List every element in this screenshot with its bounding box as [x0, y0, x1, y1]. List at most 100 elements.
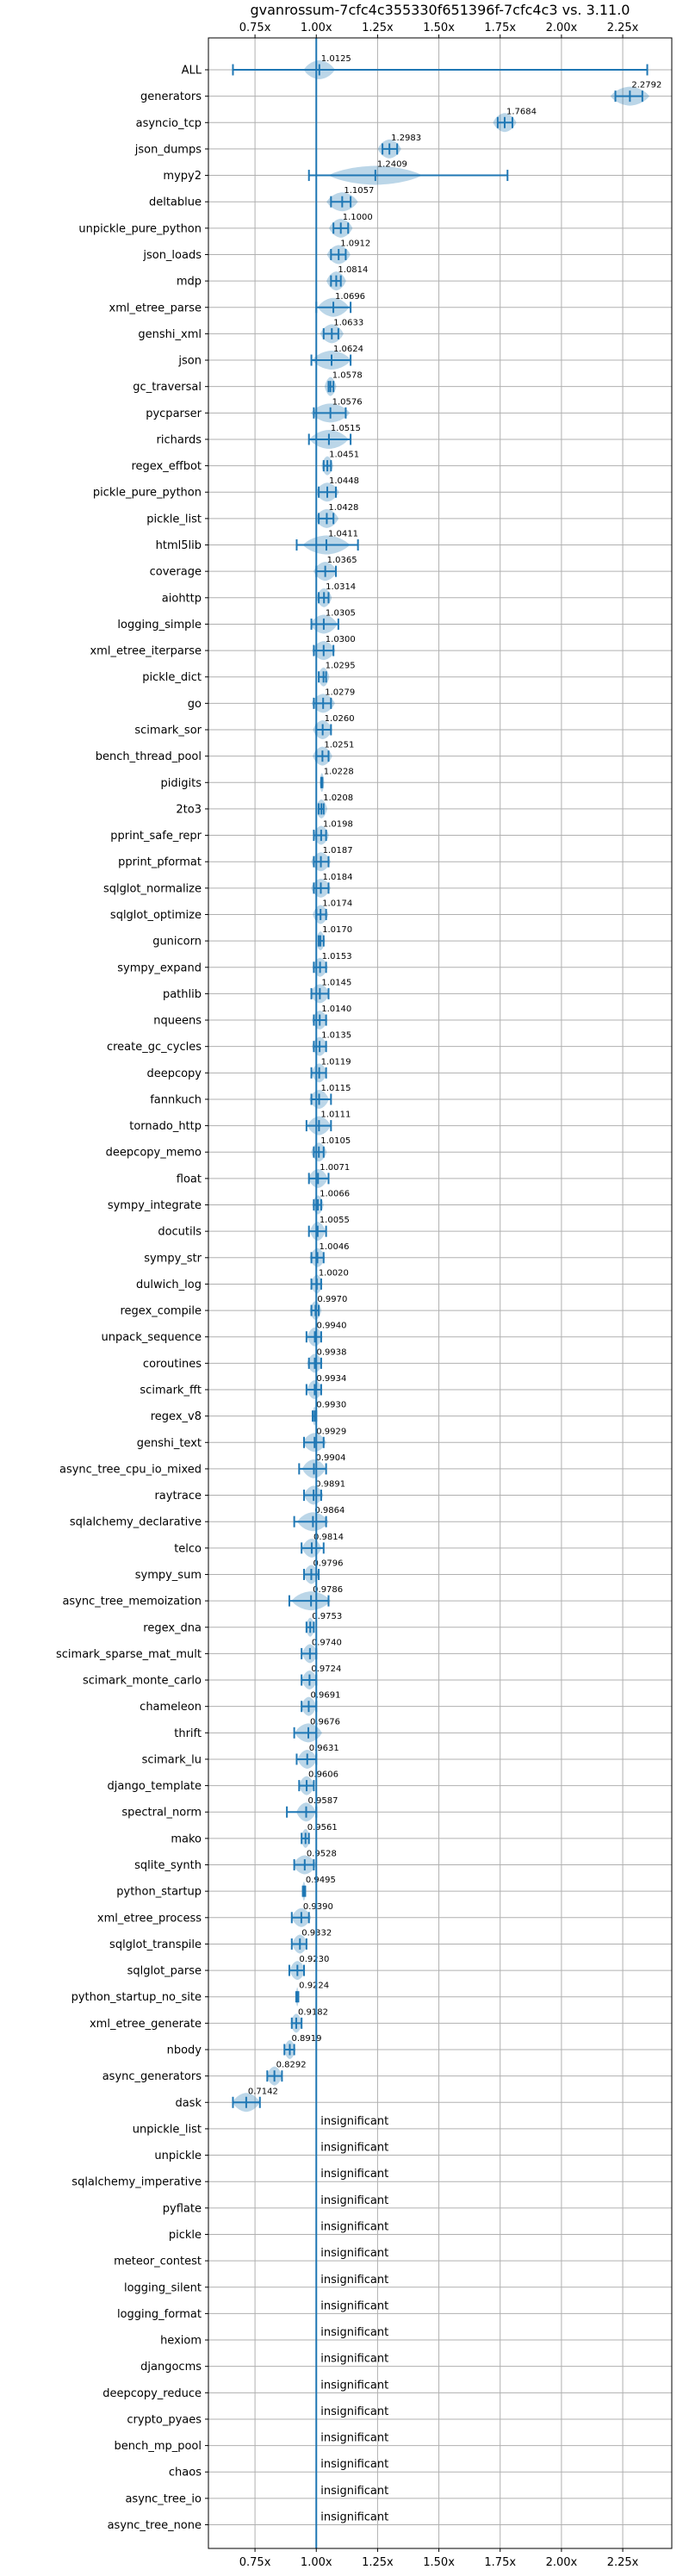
- y-tick-label: gc_traversal: [133, 381, 202, 394]
- y-tick-label: pickle: [169, 2229, 202, 2242]
- value-label: 1.0174: [322, 899, 352, 908]
- y-tick-label: bench_thread_pool: [96, 750, 202, 763]
- y-tick-label: regex_compile: [120, 1305, 202, 1318]
- value-label: 1.0105: [320, 1136, 351, 1146]
- y-tick-label: json_dumps: [134, 143, 202, 156]
- y-tick-label: create_gc_cycles: [107, 1041, 202, 1054]
- y-tick-label: fannkuch: [150, 1093, 202, 1106]
- y-tick-label: deltablue: [149, 196, 202, 209]
- value-label: 0.9938: [316, 1347, 346, 1357]
- insignificant-label: insignificant: [320, 2194, 388, 2207]
- value-label: 0.7142: [248, 2087, 278, 2096]
- value-label: 1.0071: [320, 1163, 350, 1173]
- y-tick-label: sqlalchemy_declarative: [70, 1516, 202, 1529]
- x-tick-label-top: 1.75x: [484, 22, 516, 34]
- value-label: 0.9814: [313, 1533, 344, 1542]
- insignificant-label: insignificant: [320, 2379, 388, 2392]
- insignificant-label: insignificant: [320, 2220, 388, 2233]
- y-tick-label: pidigits: [161, 777, 202, 790]
- value-label: 1.0633: [333, 318, 363, 327]
- y-tick-label: mypy2: [163, 170, 202, 183]
- y-tick-label: chameleon: [140, 1701, 202, 1714]
- value-label: 1.0515: [331, 424, 361, 433]
- x-tick-label-bottom: 1.25x: [362, 2556, 394, 2569]
- value-label: 0.8919: [291, 2034, 321, 2044]
- value-label: 0.9940: [317, 1322, 347, 1331]
- value-label: 1.0170: [322, 925, 352, 935]
- y-tick-label: xml_etree_process: [97, 1912, 202, 1925]
- value-label: 1.0912: [340, 239, 370, 248]
- y-tick-label: unpickle_list: [133, 2123, 202, 2136]
- value-label: 1.0428: [328, 503, 358, 513]
- value-label: 1.0198: [323, 820, 353, 830]
- value-label: 1.0020: [319, 1268, 349, 1278]
- plot-frame: [208, 37, 673, 2549]
- insignificant-label: insignificant: [320, 2299, 388, 2312]
- x-tick-label-bottom: 1.75x: [484, 2556, 516, 2569]
- value-label: 1.0448: [329, 476, 359, 486]
- value-label: 1.0228: [324, 767, 354, 776]
- y-tick-label: nbody: [167, 2044, 202, 2057]
- y-tick-label: meteor_contest: [114, 2256, 202, 2268]
- value-label: 0.9631: [309, 1744, 339, 1753]
- value-label: 0.9691: [310, 1691, 340, 1701]
- y-tick-label: regex_v8: [151, 1410, 202, 1423]
- insignificant-label: insignificant: [320, 2115, 388, 2128]
- x-axis-top: 0.75x 1.00x 1.25x 1.50x 1.75x 2.00x 2.25x: [239, 22, 639, 38]
- value-label: 1.0046: [320, 1242, 350, 1252]
- y-tick-label: unpack_sequence: [101, 1331, 202, 1344]
- y-tick-label: scimark_lu: [142, 1753, 202, 1766]
- x-tick-label-top: 2.25x: [607, 22, 639, 34]
- x-tick-label-bottom: 0.75x: [239, 2556, 271, 2569]
- x-tick-label-top: 1.50x: [423, 22, 455, 34]
- value-label: 1.2409: [377, 160, 407, 170]
- y-tick-label: async_tree_memoization: [62, 1596, 202, 1608]
- x-tick-label-bottom: 1.00x: [301, 2556, 332, 2569]
- x-tick-label-top: 1.00x: [301, 22, 332, 34]
- x-tick-label-bottom: 2.25x: [607, 2556, 639, 2569]
- y-tick-label: scimark_sor: [134, 725, 202, 737]
- y-tick-label: pprint_pformat: [118, 856, 202, 869]
- value-label: 1.0696: [335, 292, 365, 302]
- y-tick-label: json: [177, 355, 202, 368]
- insignificant-label: insignificant: [320, 2432, 388, 2445]
- y-tick-label: float: [177, 1173, 202, 1185]
- y-tick-label: unpickle: [154, 2150, 202, 2162]
- chart-title: gvanrossum-7cfc4c355330f651396f-7cfc4c3 …: [251, 2, 630, 18]
- y-tick-label: djangocms: [140, 2361, 202, 2374]
- value-label: 0.9587: [307, 1796, 338, 1806]
- y-tick-label: sympy_expand: [117, 961, 202, 974]
- y-tick-label: richards: [157, 433, 202, 446]
- y-tick-label: dulwich_log: [136, 1279, 202, 1291]
- value-label: 0.9934: [316, 1374, 346, 1384]
- grid-layer: [208, 38, 672, 2548]
- insignificant-label: insignificant: [320, 2458, 388, 2471]
- y-tick-label: sqlglot_normalize: [103, 882, 202, 895]
- value-label: 0.9904: [316, 1453, 346, 1463]
- value-label: 1.0624: [333, 345, 363, 354]
- y-tick-label: unpickle_pure_python: [78, 222, 202, 235]
- value-label: 1.0300: [326, 635, 356, 644]
- value-label: 0.8292: [276, 2061, 307, 2070]
- value-label: 1.1057: [344, 186, 374, 196]
- value-label: 0.9230: [299, 1955, 329, 1964]
- insignificant-label: insignificant: [320, 2511, 388, 2524]
- y-tick-label: hexiom: [160, 2335, 202, 2348]
- value-label: 1.0135: [321, 1031, 351, 1041]
- y-tick-label: pickle_list: [146, 513, 202, 526]
- y-tick-label: docutils: [158, 1226, 202, 1239]
- value-label: 1.0153: [322, 952, 352, 961]
- y-tick-label: asyncio_tcp: [136, 117, 202, 130]
- y-tick-label: ALL: [182, 65, 202, 78]
- value-label: 0.9561: [307, 1823, 338, 1832]
- y-tick-label: nqueens: [153, 1015, 202, 1028]
- violin-layer: [232, 60, 650, 2112]
- y-tick-label: raytrace: [154, 1490, 202, 1503]
- value-label: 0.9796: [313, 1559, 343, 1568]
- insignificant-label: insignificant: [320, 2405, 388, 2418]
- value-label: 1.0187: [323, 846, 353, 856]
- y-tick-label: xml_etree_generate: [90, 2018, 202, 2031]
- y-tick-label: bench_mp_pool: [114, 2440, 202, 2453]
- value-label: 1.0260: [325, 714, 355, 724]
- x-tick-label-top: 2.00x: [546, 22, 578, 34]
